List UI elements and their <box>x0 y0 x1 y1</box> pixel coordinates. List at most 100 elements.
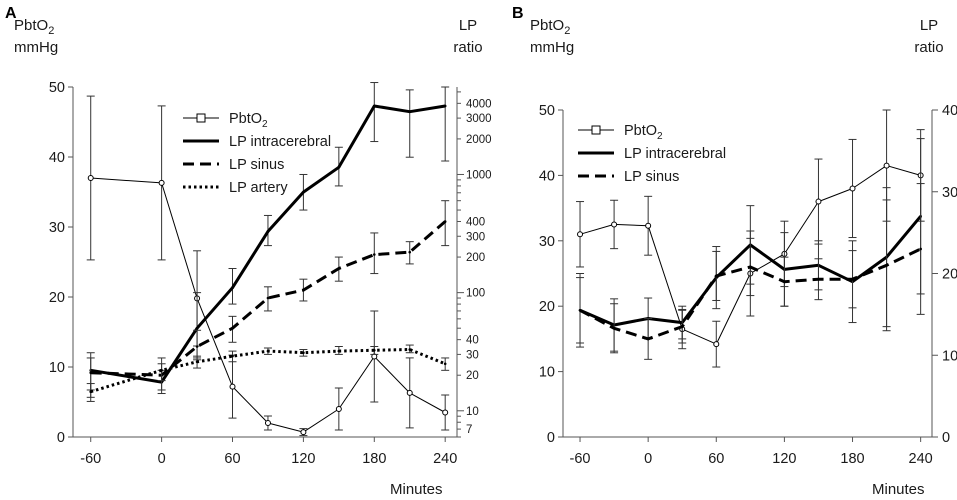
panel-a-left-label-line2: mmHg <box>14 39 58 56</box>
panel-a-pbto2-point <box>264 420 271 426</box>
panel-b-lp-sinus-point <box>714 274 718 278</box>
panel-a-left-tick-label: 20 <box>49 290 65 306</box>
panel-b-letter: B <box>512 5 524 22</box>
panel-b-lp-sinus-point <box>749 265 752 269</box>
panel-a-right-tick-label: 10 <box>466 406 479 418</box>
panel-a-lp-sinus-point <box>89 371 93 375</box>
panel-a-x-tick-label: -60 <box>80 451 101 467</box>
panel-a-left-tick-label: 10 <box>49 360 65 376</box>
panel-a-x-tick-label: 240 <box>433 451 457 467</box>
panel-a-legend-label: LP artery <box>229 180 288 196</box>
panel-a-lp-sinus-point <box>372 253 376 256</box>
panel-a-right-tick-label: 300 <box>466 231 485 243</box>
panel-a-lp-intracerebral-point <box>372 104 376 108</box>
panel-b-pbto2-point <box>645 222 652 229</box>
panel-b-x-tick-label: 0 <box>644 451 652 467</box>
panel-a-legend-label: PbtO2 <box>229 111 268 130</box>
panel-b-plot: 0 10 20 30 40 50 -60 0 60 120 180 240 0 10 20 30 40 PbtO2… <box>539 103 957 467</box>
panel-a-left-tick-label: 0 <box>57 430 65 446</box>
panel-b-pbto2-point <box>883 162 890 169</box>
panel-a-lp-sinus-point <box>408 250 412 254</box>
panel-b-left-tick-label: 20 <box>539 299 555 315</box>
panel-a-pbto2-point <box>300 429 307 436</box>
panel-b-right-tick-label: 10 <box>942 348 957 364</box>
panel-a-lp-sinus-point <box>231 326 234 330</box>
panel-a-pbto2-point <box>229 383 236 390</box>
panel-b-right-tick-label: 20 <box>942 267 957 283</box>
panel-b-lp-sinus-point <box>612 326 616 330</box>
panel-b-x-tick-label: -60 <box>570 451 591 467</box>
panel-a-left-tick-label: 50 <box>49 80 65 96</box>
panel-a-lp-intracerebral-point <box>337 166 341 169</box>
panel-a-lp-sinus-line <box>90 220 447 377</box>
panel-a-lp-artery-point <box>266 349 270 353</box>
panel-a-right-tick-label: 100 <box>466 288 485 300</box>
panel-b-pbto2-point <box>815 198 822 205</box>
panel-a-lp-intracerebral-point <box>195 326 199 330</box>
panel-a-lp-intracerebral-point <box>231 286 234 290</box>
panel-b-x-tick-label: 60 <box>708 451 724 467</box>
panel-b-left-tick-label: 0 <box>547 430 555 446</box>
panel-a-legend-marker <box>196 113 206 123</box>
panel-b-right-label-line1: LP <box>920 17 938 34</box>
panel-a-lp-sinus-point <box>195 345 199 348</box>
panel-a-legend-label: LP intracerebral <box>229 134 331 150</box>
panel-a-x-label: Minutes <box>390 481 443 498</box>
panel-b-lp-sinus-point <box>680 325 684 328</box>
panel-a-lp-intracerebral-point <box>302 190 305 194</box>
panel-a-right-tick-label: 1000 <box>466 169 492 181</box>
panel-a-x-tick-label: 0 <box>158 451 166 467</box>
panel-b-left-label-line1: PbtO2 <box>530 17 570 37</box>
panel-a-right-tick-label: 200 <box>466 252 485 264</box>
panel-b-lp-sinus-point <box>817 277 820 281</box>
panel-a-left-label-line1: PbtO2 <box>14 17 54 37</box>
panel-a-right-tick-label: 40 <box>466 335 479 347</box>
panel-a-lp-artery-line <box>90 348 446 394</box>
panel-a-left-tick-label: 30 <box>49 220 65 236</box>
panel-a-lp-sinus-point <box>266 296 270 300</box>
panel-b-lp-sinus-point <box>851 277 854 281</box>
panel-a-lp-artery-point <box>408 348 412 351</box>
panel-a-lp-artery-point <box>231 354 234 358</box>
panel-b-lp-sinus-point <box>646 337 650 341</box>
panel-a-lp-intracerebral-point <box>408 110 412 113</box>
panel-b-left-label-line2: mmHg <box>530 39 574 56</box>
panel-b-pbto2-point <box>849 185 856 192</box>
panel-a-pbto2-point <box>406 389 413 396</box>
panel-b-pbto2-point <box>611 221 618 228</box>
panel-b-left-tick-label: 10 <box>539 365 555 381</box>
panel-b-pbto2-point <box>577 231 584 238</box>
panel-a-lp-intracerebral-point <box>266 230 270 233</box>
panel-a-left-tick-label: 40 <box>49 150 65 166</box>
panel-a-x-tick-label: 60 <box>224 451 240 467</box>
panel-a-lp-artery-point <box>302 351 305 355</box>
panel-b-lp-sinus-point <box>783 280 786 283</box>
panel-a-lp-artery-point <box>160 369 163 372</box>
panel-b-left-tick-label: 40 <box>539 168 555 184</box>
panel-a-lp-artery-point <box>195 360 199 364</box>
panel-a-right-tick-label: 400 <box>466 216 485 228</box>
panel-b-lp-sinus-point <box>578 308 582 312</box>
panel-a-right-label-line2: ratio <box>453 39 482 56</box>
panel-a-plot: 0 10 20 30 40 50 -60 0 60 120 180 240 7 10 20 30 40 100 20… <box>49 80 492 467</box>
panel-a-pbto2-line <box>90 177 446 433</box>
panel-a-lp-sinus-point <box>337 267 341 270</box>
panel-a-lp-intracerebral-point <box>443 104 447 108</box>
panel-b-x-tick-label: 180 <box>840 451 864 467</box>
panel-a-lp-sinus-point <box>443 220 447 223</box>
panel-a-pbto2-point <box>87 175 94 181</box>
panel-b-x-tick-label: 240 <box>909 451 933 467</box>
panel-a-right-tick-label: 2000 <box>466 134 492 146</box>
panel-b-right-label-line2: ratio <box>914 39 943 56</box>
panel-b-legend-marker <box>591 125 601 135</box>
panel-a-pbto2-point <box>158 179 165 186</box>
panel-b-right-tick-label: 0 <box>942 430 950 446</box>
panel-a-x-tick-label: 180 <box>362 451 386 467</box>
panel-a-right-tick-label: 30 <box>466 349 479 361</box>
panel-b-right-tick-label: 30 <box>942 185 957 201</box>
panel-a-legend-label: LP sinus <box>229 157 284 173</box>
panel-a-right-tick-label: 4000 <box>466 98 492 110</box>
panel-a-right-tick-label: 7 <box>466 424 472 436</box>
panel-b-x-tick-label: 120 <box>772 451 796 467</box>
panel-a-lp-artery-point <box>337 349 341 353</box>
